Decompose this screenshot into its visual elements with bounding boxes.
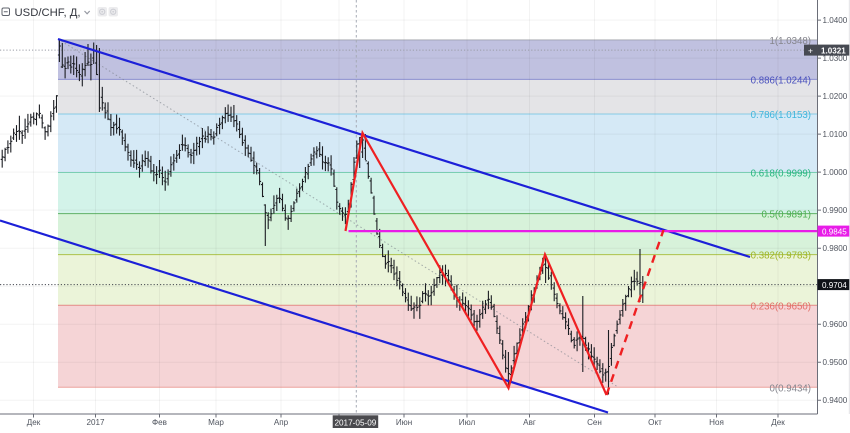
svg-text:Сен: Сен (587, 418, 602, 427)
svg-text:Дек: Дек (27, 418, 41, 427)
svg-text:Ноя: Ноя (709, 418, 724, 427)
svg-text:0.886(1.0244): 0.886(1.0244) (751, 76, 811, 87)
svg-text:Окт: Окт (648, 418, 662, 427)
svg-text:0.9900: 0.9900 (823, 206, 848, 215)
svg-text:0(0.9434): 0(0.9434) (770, 383, 811, 394)
svg-text:Июн: Июн (396, 418, 412, 427)
svg-text:0.786(1.0153): 0.786(1.0153) (751, 110, 811, 121)
svg-text:2017-05-09: 2017-05-09 (334, 418, 376, 427)
svg-text:Апр: Апр (274, 418, 289, 427)
svg-text:Дек: Дек (771, 418, 785, 427)
svg-text:0.618(0.9999): 0.618(0.9999) (751, 169, 811, 180)
svg-text:+: + (808, 46, 813, 56)
svg-text:1.0000: 1.0000 (823, 168, 848, 177)
svg-text:USD/CHF, Д,: USD/CHF, Д, (15, 7, 81, 19)
svg-text:0.9704: 0.9704 (822, 281, 847, 290)
svg-text:0.9400: 0.9400 (823, 396, 848, 405)
svg-text:Мар: Мар (208, 418, 224, 427)
svg-text:Фев: Фев (152, 418, 167, 427)
svg-text:0.9845: 0.9845 (822, 227, 847, 236)
svg-text:1.0200: 1.0200 (823, 92, 848, 101)
svg-text:0.9800: 0.9800 (823, 244, 848, 253)
svg-text:1.0321: 1.0321 (821, 47, 846, 56)
svg-text:0.9600: 0.9600 (823, 320, 848, 329)
svg-text:0.9500: 0.9500 (823, 358, 848, 367)
svg-text:0.382(0.9783): 0.382(0.9783) (751, 251, 811, 262)
svg-text:1.0100: 1.0100 (823, 130, 848, 139)
svg-text:0.5(0.9891): 0.5(0.9891) (761, 210, 811, 221)
svg-text:Июл: Июл (459, 418, 476, 427)
svg-text:0.236(0.9650): 0.236(0.9650) (751, 301, 811, 312)
svg-text:2017: 2017 (86, 418, 105, 427)
svg-text:Авг: Авг (523, 418, 536, 427)
svg-text:1.0400: 1.0400 (823, 16, 848, 25)
